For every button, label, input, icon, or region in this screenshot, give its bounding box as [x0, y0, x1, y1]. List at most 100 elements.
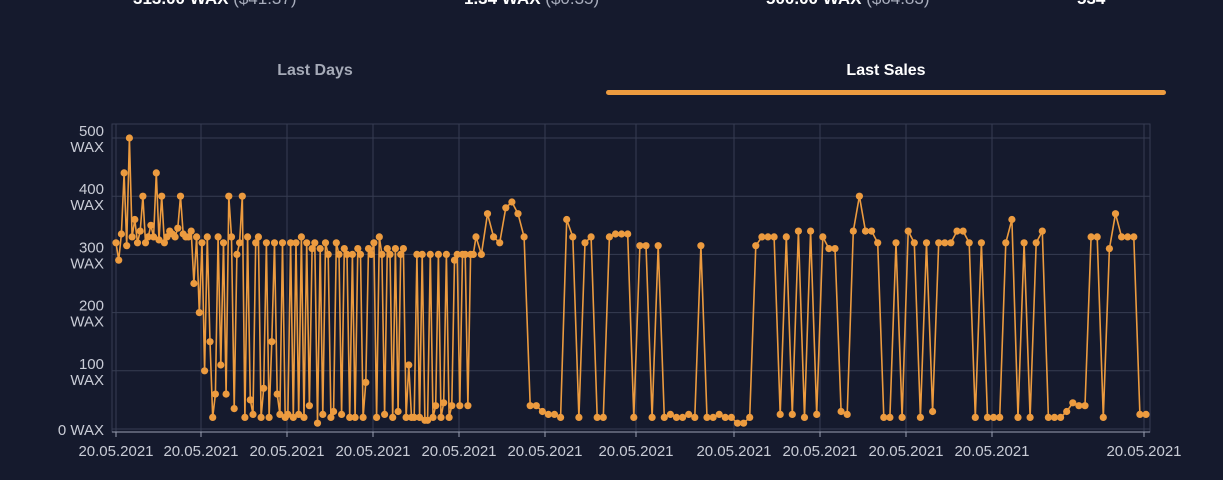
data-point	[1075, 402, 1083, 410]
data-point	[472, 233, 480, 241]
data-point	[394, 407, 402, 416]
data-point	[794, 227, 803, 235]
data-point	[190, 279, 198, 288]
data-point	[270, 239, 279, 247]
data-point	[1087, 233, 1095, 241]
data-point	[241, 413, 249, 421]
data-point	[886, 413, 894, 421]
data-point	[910, 239, 918, 247]
data-point	[211, 390, 219, 398]
data-point	[410, 413, 418, 421]
data-point	[321, 239, 330, 247]
data-point	[697, 242, 705, 250]
data-point	[727, 413, 736, 421]
data-point	[1136, 410, 1144, 418]
data-point	[819, 233, 827, 241]
data-point	[303, 239, 311, 247]
data-point	[193, 233, 201, 241]
data-point	[636, 242, 644, 250]
data-point	[432, 402, 440, 410]
data-point	[721, 413, 729, 421]
data-point	[746, 413, 754, 421]
data-point	[1020, 239, 1028, 247]
data-point	[892, 239, 900, 247]
data-point	[448, 402, 456, 410]
data-point	[115, 256, 123, 264]
data-point	[136, 227, 144, 235]
data-point	[424, 416, 432, 424]
data-point	[1057, 413, 1065, 421]
data-point	[260, 384, 268, 392]
data-point	[319, 410, 327, 418]
data-point	[758, 233, 766, 241]
data-point	[904, 227, 912, 235]
data-point	[538, 407, 547, 416]
stat-sales-count: 534	[1077, 0, 1105, 9]
data-point	[1124, 233, 1132, 241]
data-point	[402, 413, 410, 421]
data-point	[429, 413, 437, 421]
y-tick-label: 500 WAX	[70, 123, 104, 156]
data-point	[348, 250, 356, 258]
data-point	[316, 245, 324, 253]
data-point	[733, 419, 742, 427]
tab-last-sales[interactable]: Last Sales	[846, 62, 926, 79]
data-point	[219, 239, 228, 247]
data-point	[144, 233, 152, 241]
data-point	[262, 239, 270, 247]
data-point	[284, 410, 292, 418]
x-tick-label: 20.05.2021	[1106, 443, 1181, 460]
data-point	[800, 413, 809, 421]
x-tick-label: 20.05.2021	[421, 443, 496, 460]
data-point	[225, 192, 233, 200]
data-point	[437, 413, 445, 421]
data-point	[418, 250, 426, 258]
data-point	[187, 227, 195, 235]
stat-lowest: 1.34 WAX ($0.35)	[464, 0, 599, 9]
data-point	[416, 413, 424, 421]
data-point	[305, 402, 313, 410]
data-point	[672, 413, 681, 421]
data-point	[898, 413, 906, 421]
data-point	[354, 245, 362, 253]
data-point	[386, 250, 394, 258]
data-point	[327, 413, 335, 421]
data-point	[399, 245, 407, 253]
data-point	[313, 419, 322, 427]
data-point	[496, 239, 504, 247]
data-point	[593, 413, 601, 421]
data-point	[128, 233, 136, 241]
data-point	[381, 410, 389, 418]
data-point	[141, 239, 150, 247]
data-point	[1063, 407, 1071, 416]
data-point	[874, 239, 882, 247]
data-point	[356, 250, 365, 258]
data-point	[426, 250, 434, 258]
data-point	[868, 227, 876, 235]
data-point	[983, 413, 992, 421]
data-point	[959, 227, 967, 235]
data-point	[630, 413, 638, 421]
data-point	[268, 338, 276, 346]
data-point	[340, 245, 348, 253]
data-point	[217, 361, 225, 369]
data-point	[922, 239, 931, 247]
data-point	[776, 410, 784, 418]
data-point	[206, 338, 214, 346]
data-point	[977, 239, 986, 247]
data-point	[849, 227, 857, 235]
data-point	[308, 245, 316, 253]
data-point	[171, 233, 179, 241]
data-point	[880, 413, 888, 421]
data-point	[807, 227, 815, 235]
tab-last-days[interactable]: Last Days	[277, 62, 353, 79]
y-tick-label: 0 WAX	[58, 422, 104, 439]
data-point	[550, 410, 559, 418]
data-point	[532, 402, 540, 410]
data-point	[831, 245, 839, 253]
data-point	[843, 410, 851, 418]
y-tick-label: 100 WAX	[70, 356, 104, 389]
data-point	[1099, 413, 1107, 421]
data-point	[1044, 413, 1052, 421]
data-point	[238, 192, 246, 200]
